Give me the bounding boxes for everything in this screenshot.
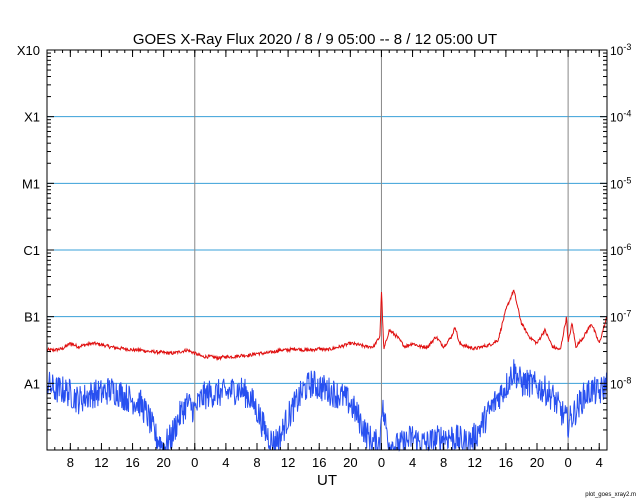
x-tick-label: 20	[156, 455, 170, 470]
x-tick-label: 0	[378, 455, 385, 470]
x-tick-label: 4	[596, 455, 603, 470]
x-tick-label: 12	[281, 455, 295, 470]
class-label: B1	[24, 310, 40, 325]
x-tick-label: 8	[253, 455, 260, 470]
x-tick-label: 20	[530, 455, 544, 470]
footer-credit: plot_goes_xray2.m	[585, 492, 636, 498]
power-label: 10-5	[610, 175, 631, 191]
series-layer	[46, 289, 608, 452]
x-tick-label: 20	[343, 455, 357, 470]
label-layer: 8 12 16 20 0 4 8 12 16 20 0 4 8 12 16 20 0 4 X10 X1 M1 C1 B1 A1…	[17, 42, 632, 470]
x-tick-label: 8	[440, 455, 447, 470]
series-line-short	[46, 359, 608, 452]
class-label: C1	[23, 243, 40, 258]
class-label: M1	[22, 176, 40, 191]
x-tick-label: 0	[564, 455, 571, 470]
class-label: X10	[17, 43, 40, 58]
x-tick-label: 16	[312, 455, 326, 470]
power-label: 10-4	[610, 109, 631, 125]
x-tick-label: 12	[468, 455, 482, 470]
x-tick-label: 8	[67, 455, 74, 470]
chart-title: GOES X-Ray Flux 2020 / 8 / 9 05:00 -- 8 …	[133, 31, 497, 48]
series-line-long	[46, 289, 608, 362]
tick-layer	[46, 50, 608, 451]
x-axis-label: UT	[317, 472, 337, 489]
x-tick-label: 12	[94, 455, 108, 470]
x-tick-label: 4	[222, 455, 229, 470]
x-tick-label: 0	[191, 455, 198, 470]
power-label: 10-3	[610, 42, 631, 58]
power-label: 10-6	[610, 242, 631, 258]
power-label: 10-7	[610, 309, 631, 325]
x-tick-label: 4	[409, 455, 416, 470]
x-tick-label: 16	[499, 455, 513, 470]
power-label: 10-8	[610, 375, 631, 391]
x-tick-label: 16	[125, 455, 139, 470]
class-label: A1	[24, 376, 40, 391]
class-label: X1	[24, 110, 40, 125]
